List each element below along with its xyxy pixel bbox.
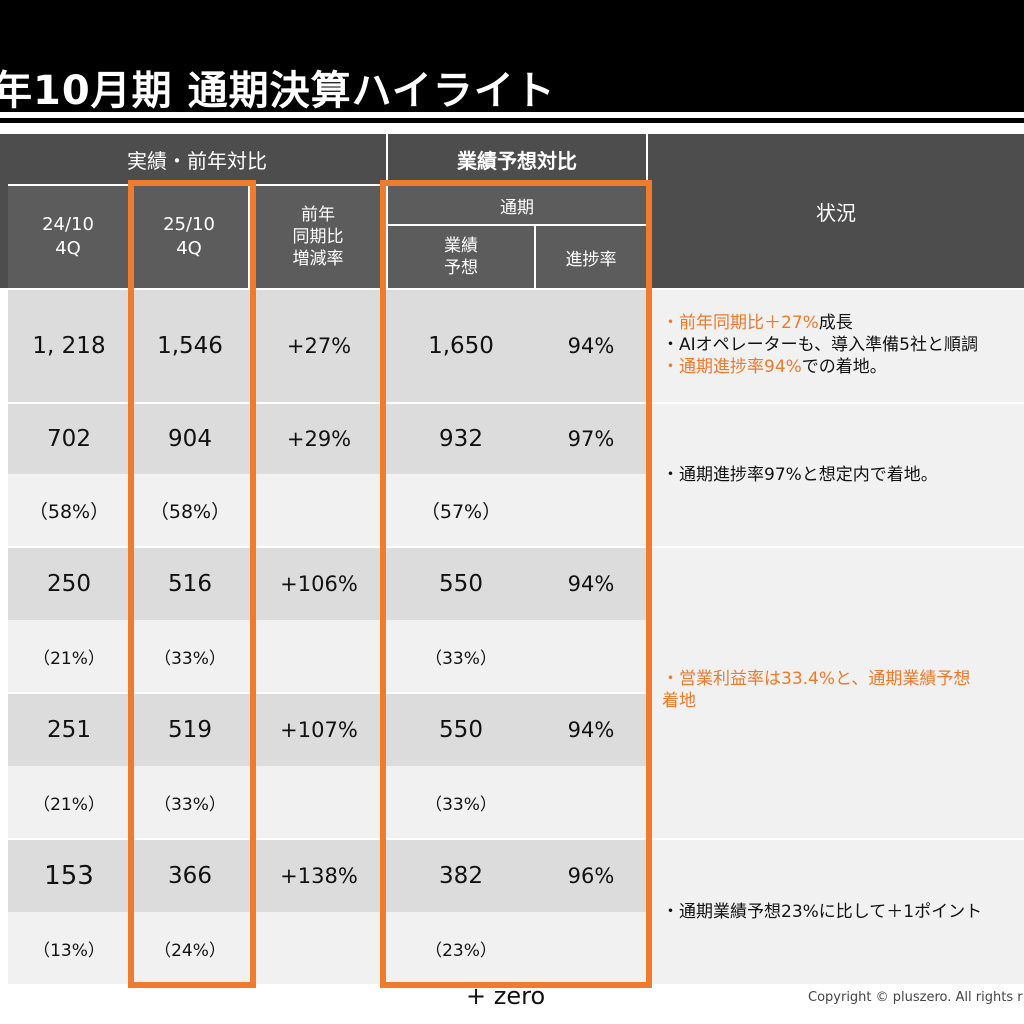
table-cell (534, 912, 648, 984)
table-cell: 251 (8, 694, 130, 766)
title-bar: 年10月期 通期決算ハイライト (0, 0, 1024, 112)
status-note-revenue: ・前年同期比＋27%成長 ・AIオペレーターも、導入準備5社と順調 ・通期進捗率… (652, 290, 1024, 402)
table-cell: （58%） (8, 474, 130, 546)
table-cell: 519 (130, 694, 250, 766)
table-cell (250, 766, 388, 838)
table-cell: +107% (250, 694, 388, 766)
table-cell: （23%） (388, 912, 534, 984)
table-cell: （33%） (388, 620, 534, 692)
table-cell: +138% (250, 840, 388, 912)
table-cell: 904 (130, 404, 250, 474)
table-cell: 94% (534, 290, 648, 402)
column-header-forecast: 業績 予想 (388, 226, 534, 288)
table-cell: （57%） (388, 474, 534, 546)
table-cell: 1,650 (388, 290, 534, 402)
table-cell (534, 474, 648, 546)
table-header-stub (0, 134, 8, 288)
column-header-curr: 25/10 4Q (130, 186, 248, 288)
status-text: ・通期業績予想23%に比して＋1ポイント (662, 902, 983, 922)
table-cell (250, 620, 388, 692)
page-title: 年10月期 通期決算ハイライト (0, 68, 556, 112)
table-cell: 932 (388, 404, 534, 474)
status-note-grossprofit: ・通期進捗率97%と想定内で着地。 (652, 404, 1024, 546)
column-header-status: 状況 (648, 134, 1024, 288)
table-cell: （13%） (8, 912, 130, 984)
group-header-actual: 実績・前年対比 (8, 134, 386, 184)
header-divider (0, 118, 1024, 123)
column-header-prev: 24/10 4Q (8, 186, 128, 288)
status-highlight: ・営業利益率は33.4%と、通期業績予想 (662, 669, 971, 689)
table-cell: 366 (130, 840, 250, 912)
table-cell: 94% (534, 548, 648, 620)
table-cell: 153 (8, 840, 130, 912)
status-text: 成長 (818, 313, 853, 333)
table-cell (534, 620, 648, 692)
table-cell: 516 (130, 548, 250, 620)
table-cell: （21%） (8, 620, 130, 692)
table-cell: 702 (8, 404, 130, 474)
status-highlight: ・通期進捗率94% (662, 357, 802, 377)
subgroup-header-fullyear: 通期 (388, 186, 646, 224)
table-cell: 97% (534, 404, 648, 474)
group-header-forecast: 業績予想対比 (388, 134, 646, 184)
table-cell: +29% (250, 404, 388, 474)
table-cell: （33%） (388, 766, 534, 838)
table-cell: 382 (388, 840, 534, 912)
table-cell (250, 474, 388, 546)
copyright-notice: Copyright © pluszero. All rights r (808, 990, 1023, 1005)
table-cell (534, 766, 648, 838)
status-highlight: 着地 (662, 691, 696, 711)
table-cell: （33%） (130, 620, 250, 692)
status-text: ・通期進捗率97%と想定内で着地。 (662, 465, 938, 485)
table-cell: 1,546 (130, 290, 250, 402)
status-text: ・AIオペレーターも、導入準備5社と順調 (662, 335, 978, 355)
table-cell: 250 (8, 548, 130, 620)
table-cell: +106% (250, 548, 388, 620)
status-note-netincome: ・通期業績予想23%に比して＋1ポイント (652, 840, 1024, 984)
table-cell: +27% (250, 290, 388, 402)
table-cell: （58%） (130, 474, 250, 546)
column-header-progress: 進捗率 (536, 226, 646, 288)
status-highlight: ・前年同期比＋27% (662, 313, 819, 333)
column-header-yoy: 前年 同期比 増減率 (250, 186, 386, 288)
table-cell: 1, 218 (8, 290, 130, 402)
table-cell: （21%） (8, 766, 130, 838)
table-cell: 550 (388, 694, 534, 766)
table-cell: 550 (388, 548, 534, 620)
status-note-operatingprofit: ・営業利益率は33.4%と、通期業績予想 着地 (652, 548, 1024, 838)
table-cell: （33%） (130, 766, 250, 838)
company-logo: + zero (466, 982, 546, 1010)
status-text: での着地。 (801, 357, 887, 377)
table-cell: （24%） (130, 912, 250, 984)
table-cell (250, 912, 388, 984)
table-cell: 96% (534, 840, 648, 912)
table-cell: 94% (534, 694, 648, 766)
